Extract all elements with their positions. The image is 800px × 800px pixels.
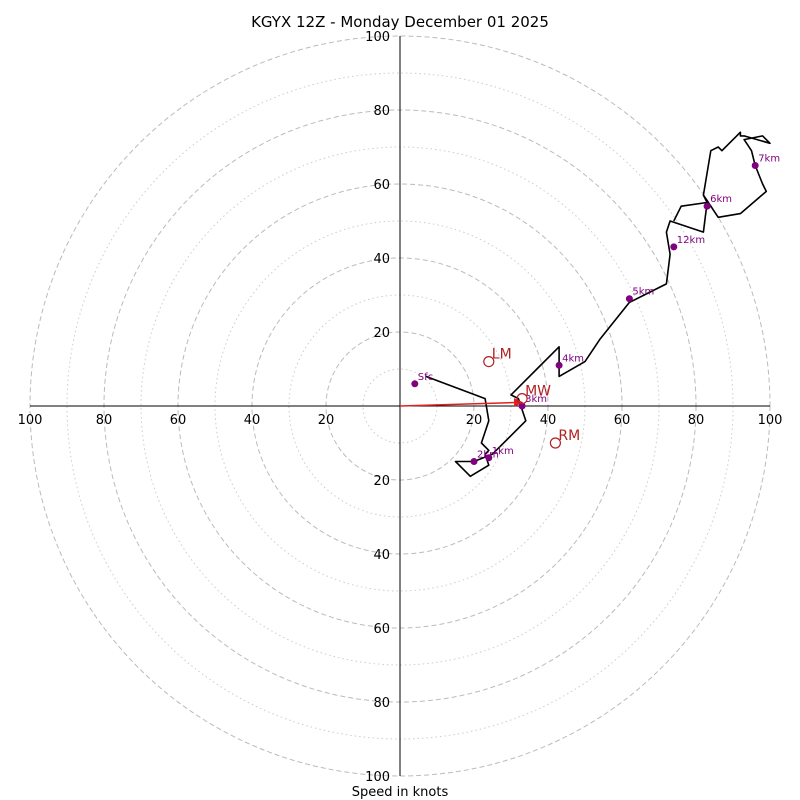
- height-marker-label: 6km: [710, 194, 732, 205]
- y-tick-label: 60: [373, 178, 390, 193]
- height-marker-label: 12km: [677, 235, 705, 246]
- height-marker-dot: [751, 162, 759, 169]
- height-marker-dot: [411, 380, 419, 388]
- y-tick-label: 40: [373, 548, 390, 563]
- storm-motion-markers: LM MW RM: [483, 347, 580, 449]
- x-tick-label: 60: [614, 413, 631, 428]
- height-marker-dot: [703, 202, 711, 210]
- x-tick-label: 40: [540, 413, 557, 428]
- mean-wind-arrow: [399, 398, 523, 408]
- mean-wind-vector: [399, 398, 523, 408]
- height-marker-dot: [555, 361, 563, 369]
- height-marker-label: 5km: [632, 287, 654, 298]
- height-marker-label: 7km: [758, 154, 780, 165]
- height-marker-label: 1km: [492, 446, 514, 457]
- height-marker-label: Sfc: [418, 372, 433, 383]
- y-tick-label: 100: [365, 770, 390, 785]
- height-marker-dot: [625, 295, 633, 303]
- x-tick-label: 60: [170, 413, 187, 428]
- height-marker-label: 2km: [477, 450, 499, 461]
- storm-motion-circle: [516, 393, 528, 405]
- x-tick-label: 20: [318, 413, 335, 428]
- y-tick-label: 100: [365, 30, 390, 45]
- y-tick-label: 20: [373, 474, 390, 489]
- y-tick-label: 60: [373, 622, 390, 637]
- height-marker-label: 3km: [525, 394, 547, 405]
- hodograph-trace: [425, 131, 771, 478]
- height-marker-dot: [670, 243, 678, 251]
- x-tick-label: 100: [758, 413, 783, 428]
- storm-motion-label: MW: [525, 384, 551, 400]
- storm-motion-label: LM: [492, 347, 512, 363]
- x-tick-label: 100: [18, 413, 43, 428]
- wind-trace-line: [425, 131, 771, 478]
- x-tick-label: 40: [244, 413, 261, 428]
- y-tick-label: 20: [373, 326, 390, 341]
- x-tick-label: 80: [96, 413, 113, 428]
- x-tick-label: 20: [466, 413, 483, 428]
- storm-motion-label: RM: [558, 428, 580, 444]
- x-axis-label: Speed in knots: [352, 785, 449, 800]
- height-marker-dot: [470, 458, 478, 465]
- y-tick-label: 80: [373, 696, 390, 711]
- storm-motion-circle: [483, 356, 495, 368]
- height-marker-dot: [485, 454, 493, 462]
- x-tick-label: 80: [688, 413, 705, 428]
- height-marker-label: 4km: [562, 353, 584, 364]
- y-tick-label: 40: [373, 252, 390, 267]
- chart-title: KGYX 12Z - Monday December 01 2025: [251, 13, 549, 31]
- y-tick-label: 80: [373, 104, 390, 119]
- height-marker-dot: [518, 402, 526, 410]
- storm-motion-circle: [549, 437, 562, 449]
- tick-labels: 100 80 60 40 20 20 40 60 80 100 100 80 60 40 20 20 40 60 8…: [18, 30, 783, 785]
